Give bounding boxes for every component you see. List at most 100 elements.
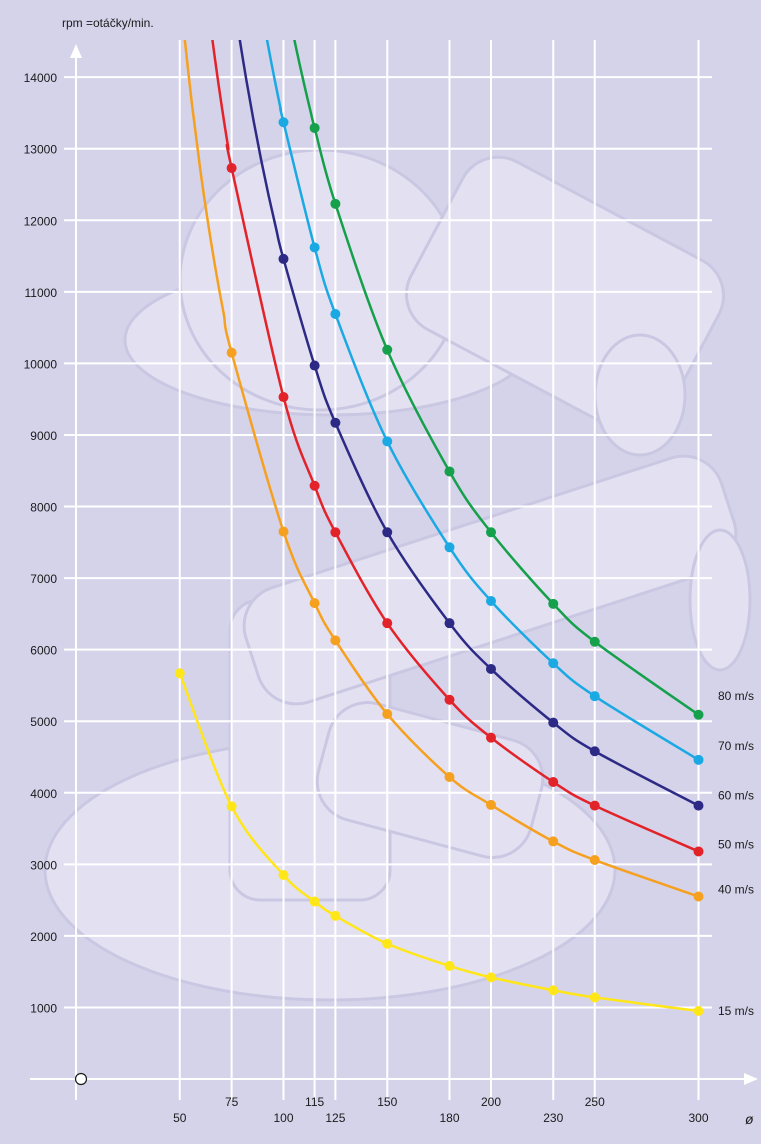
series-label: 40 m/s	[718, 883, 754, 897]
y-tick-label: 3000	[30, 858, 57, 872]
series-40-m-s	[183, 40, 704, 902]
data-point	[382, 709, 393, 720]
y-tick-label: 12000	[24, 214, 58, 228]
x-tick-label: 200	[481, 1095, 501, 1109]
y-axis-arrow	[70, 44, 82, 58]
y-axis-label: rpm =otáčky/min.	[62, 16, 154, 30]
data-point	[309, 480, 320, 491]
data-point	[382, 436, 393, 447]
data-point	[589, 800, 600, 811]
series-50-m-s	[211, 40, 704, 857]
data-point	[693, 754, 704, 765]
data-point	[278, 117, 289, 128]
series-80-m-s	[293, 40, 704, 720]
data-point	[693, 1006, 704, 1017]
data-point	[589, 746, 600, 757]
series-70-m-s	[265, 40, 704, 765]
x-tick-label: 180	[439, 1111, 459, 1125]
series-line	[265, 40, 700, 761]
data-point	[309, 896, 320, 907]
grid	[64, 40, 712, 1100]
data-point	[548, 658, 559, 669]
series-label: 60 m/s	[718, 789, 754, 803]
data-point	[589, 636, 600, 647]
y-tick-label: 2000	[30, 930, 57, 944]
data-point	[486, 527, 496, 538]
data-point	[444, 960, 455, 971]
y-tick-label: 10000	[24, 357, 58, 371]
data-point	[382, 527, 393, 538]
data-point	[309, 242, 320, 253]
data-point	[226, 347, 237, 358]
series-label: 70 m/s	[718, 739, 754, 753]
x-tick-label: 230	[543, 1111, 563, 1125]
series-line	[183, 40, 699, 898]
series-60-m-s	[238, 40, 704, 811]
data-point	[278, 526, 289, 537]
data-point	[278, 392, 289, 403]
y-tick-label: 9000	[30, 429, 57, 443]
labels-group: 1000 2000 3000 4000 5000 6000 7000 8000 9000 1000…	[24, 71, 754, 1125]
y-tick-label: 14000	[24, 71, 58, 85]
x-tick-label: 50	[173, 1111, 187, 1125]
data-point	[548, 777, 559, 788]
series-label: 15 m/s	[718, 1004, 754, 1018]
data-point	[486, 799, 496, 810]
data-point	[589, 992, 600, 1003]
data-point	[382, 938, 393, 949]
data-point	[330, 417, 341, 428]
series-15-m-s	[174, 668, 704, 1017]
data-point	[548, 985, 559, 996]
data-point	[548, 836, 559, 847]
origin-marker	[74, 1072, 88, 1086]
y-tick-label: 8000	[30, 501, 57, 515]
x-tick-label: 115	[305, 1095, 324, 1109]
series-label: 80 m/s	[718, 689, 754, 703]
data-point	[174, 668, 185, 679]
data-point	[486, 732, 496, 743]
x-tick-label: 250	[585, 1095, 605, 1109]
series-group	[174, 40, 704, 1017]
data-point	[330, 635, 341, 646]
data-point	[382, 618, 393, 629]
data-point	[444, 466, 455, 477]
data-point	[444, 772, 455, 783]
data-point	[278, 870, 289, 881]
y-tick-label: 13000	[24, 143, 58, 157]
data-point	[589, 855, 600, 866]
data-point	[330, 910, 341, 921]
data-point	[693, 846, 704, 857]
x-axis-label: ø	[745, 1111, 754, 1127]
series-label: 50 m/s	[718, 837, 754, 851]
data-point	[278, 253, 289, 264]
data-point	[548, 598, 559, 609]
data-point	[589, 691, 600, 702]
data-point	[548, 717, 559, 728]
data-point	[486, 595, 496, 606]
data-point	[444, 694, 455, 705]
data-point	[693, 800, 704, 811]
y-tick-label: 5000	[30, 715, 57, 729]
x-tick-label: 125	[325, 1111, 345, 1125]
x-tick-label: 75	[225, 1095, 239, 1109]
data-point	[330, 309, 341, 320]
data-point	[309, 122, 320, 133]
x-axis-arrow	[744, 1073, 758, 1085]
data-point	[330, 198, 341, 209]
data-point	[486, 663, 496, 674]
series-line	[211, 40, 700, 853]
y-tick-label: 11000	[25, 286, 58, 300]
data-point	[486, 972, 496, 983]
y-tick-label: 6000	[30, 644, 57, 658]
data-point	[444, 618, 455, 629]
x-tick-label: 300	[688, 1111, 708, 1125]
axes	[30, 44, 758, 1100]
data-point	[382, 344, 393, 355]
data-point	[444, 542, 455, 553]
x-tick-label: 150	[377, 1095, 397, 1109]
data-point	[226, 801, 237, 812]
data-point	[330, 527, 341, 538]
data-point	[693, 709, 704, 720]
data-point	[309, 360, 320, 371]
series-line	[238, 40, 700, 807]
